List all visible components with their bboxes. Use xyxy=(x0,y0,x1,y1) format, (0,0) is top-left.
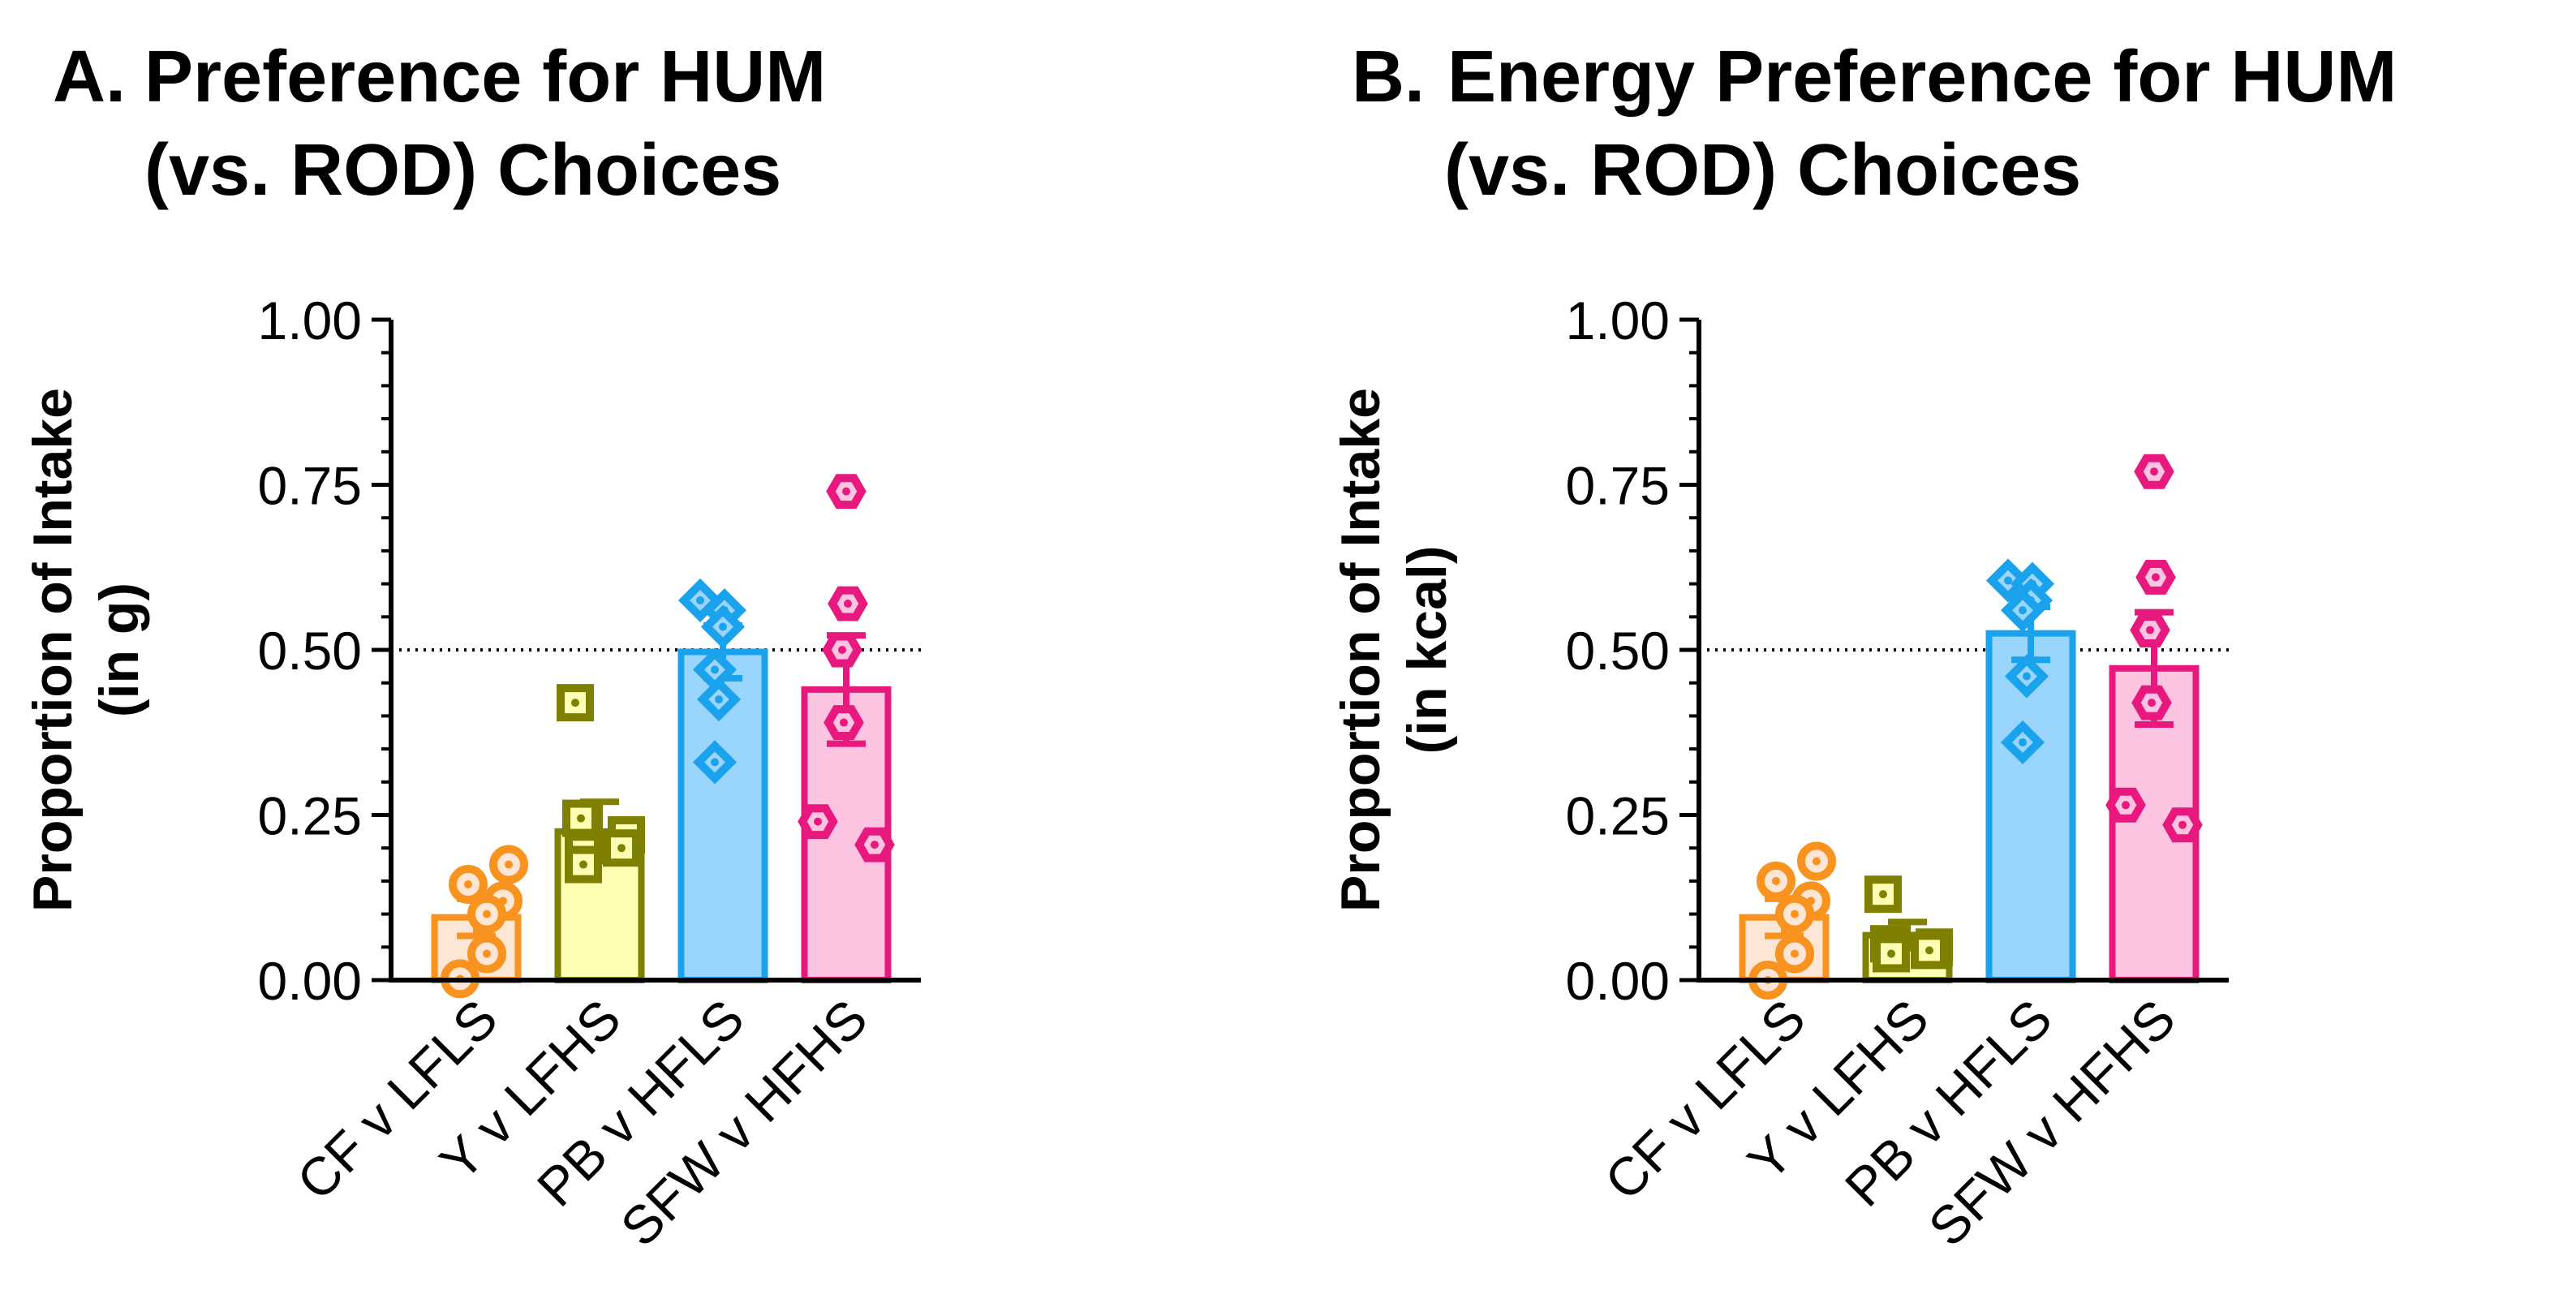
panel-letter: B. xyxy=(1352,37,1425,118)
data-point-center xyxy=(840,718,848,727)
y-tick-label: 0.75 xyxy=(258,456,362,516)
y-tick-label: 0.75 xyxy=(1566,456,1670,516)
data-point-center xyxy=(838,646,846,654)
data-point-center xyxy=(577,814,585,823)
data-point-center xyxy=(696,596,704,604)
data-point-center xyxy=(1772,876,1780,885)
data-point-center xyxy=(842,487,850,496)
data-point-center xyxy=(844,600,852,609)
y-tick-label: 1.00 xyxy=(258,290,362,351)
data-point-center xyxy=(505,860,513,869)
data-point-center xyxy=(1791,910,1799,918)
data-point xyxy=(565,845,602,884)
chart-title-line2: (vs. ROD) Choices xyxy=(1444,130,2081,211)
panel-letter: A. xyxy=(53,37,126,118)
data-point-center xyxy=(2019,606,2027,615)
data-point-center xyxy=(464,879,472,888)
y-axis-label-line2: (in kcal) xyxy=(1396,546,1458,755)
data-point-center xyxy=(2148,699,2156,707)
data-point-center xyxy=(814,817,822,826)
data-point-center xyxy=(871,841,879,849)
data-point-center xyxy=(1925,946,1933,955)
y-tick-label: 0.00 xyxy=(258,951,362,1011)
data-point-center xyxy=(1813,857,1821,866)
y-tick-label: 0.50 xyxy=(1566,621,1670,681)
data-point-center xyxy=(2019,738,2027,746)
y-tick-label: 1.00 xyxy=(1566,290,1670,351)
data-point-center xyxy=(2146,626,2154,634)
data-point-center xyxy=(483,949,491,958)
data-point-center xyxy=(2004,576,2012,585)
y-tick-label: 0.25 xyxy=(258,786,362,846)
data-point-center xyxy=(711,665,719,674)
data-point-center xyxy=(2150,467,2158,476)
data-point-center xyxy=(1879,890,1887,899)
data-point xyxy=(1864,875,1902,914)
data-point-center xyxy=(711,758,719,767)
chart-title-line2: (vs. ROD) Choices xyxy=(144,130,781,211)
data-point-center xyxy=(2152,573,2160,582)
chart-title-line1: Energy Preference for HUM xyxy=(1447,37,2397,118)
panel-a: A. Preference for HUM (vs. ROD) Choices Pro… xyxy=(22,37,921,1258)
y-tick-label: 0.50 xyxy=(258,621,362,681)
y-tick-label: 0.00 xyxy=(1566,951,1670,1011)
data-point-center xyxy=(579,860,587,869)
data-point-center xyxy=(483,910,491,918)
chart-title-line1: Preference for HUM xyxy=(144,37,826,118)
data-point-center xyxy=(1887,949,1895,958)
y-tick-label: 0.25 xyxy=(1566,786,1670,846)
data-point-center xyxy=(571,699,579,707)
data-point-center xyxy=(2178,820,2187,829)
data-point xyxy=(562,799,600,837)
y-axis-label-line2: (in g) xyxy=(88,583,150,717)
y-axis-label-line1: Proportion of Intake xyxy=(1330,388,1391,912)
y-axis-label-line1: Proportion of Intake xyxy=(22,388,84,912)
data-point-center xyxy=(715,695,723,704)
data-point-center xyxy=(2023,672,2031,681)
data-point-center xyxy=(1791,949,1799,958)
data-point-center xyxy=(2122,801,2130,810)
panel-b: B. Energy Preference for HUM (vs. ROD) Cho… xyxy=(1330,37,2397,1258)
data-point-center xyxy=(719,622,727,631)
data-point-center xyxy=(617,844,626,853)
